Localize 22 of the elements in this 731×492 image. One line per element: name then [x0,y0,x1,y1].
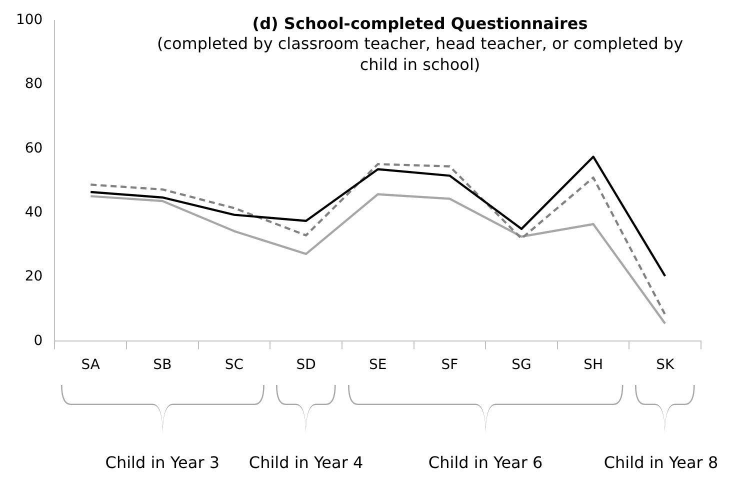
x-tick-label: SH [584,357,603,374]
x-tick-label: SA [81,357,100,374]
x-tick-label: SD [296,357,316,374]
x-tick-label: SG [512,357,532,374]
x-tick-label: SB [153,357,172,374]
y-tick-label: 40 [24,204,43,221]
y-tick-label: 0 [34,332,43,349]
y-tick-label: 80 [24,76,43,92]
x-tick-label: SF [441,357,458,374]
text: Child in Year 8 [604,453,718,472]
chart-title: (d) School-completed Questionnaires [251,14,589,33]
y-tick-label: 100 [16,12,43,28]
y-tick-label: 20 [24,268,43,285]
text: (completed by classroom teacher, head teacher, or completed by child in school) [156,33,684,75]
x-tick-label: SK [656,357,675,374]
text: Child in Year 4 [248,453,364,472]
x-tick-label: SC [224,357,244,374]
y-tick-label: 60 [24,140,43,156]
x-tick-label: SE [368,357,387,374]
text: Child in Year 6 [428,453,543,472]
line-series [90,163,666,316]
text: Child in Year 3 [105,453,220,472]
